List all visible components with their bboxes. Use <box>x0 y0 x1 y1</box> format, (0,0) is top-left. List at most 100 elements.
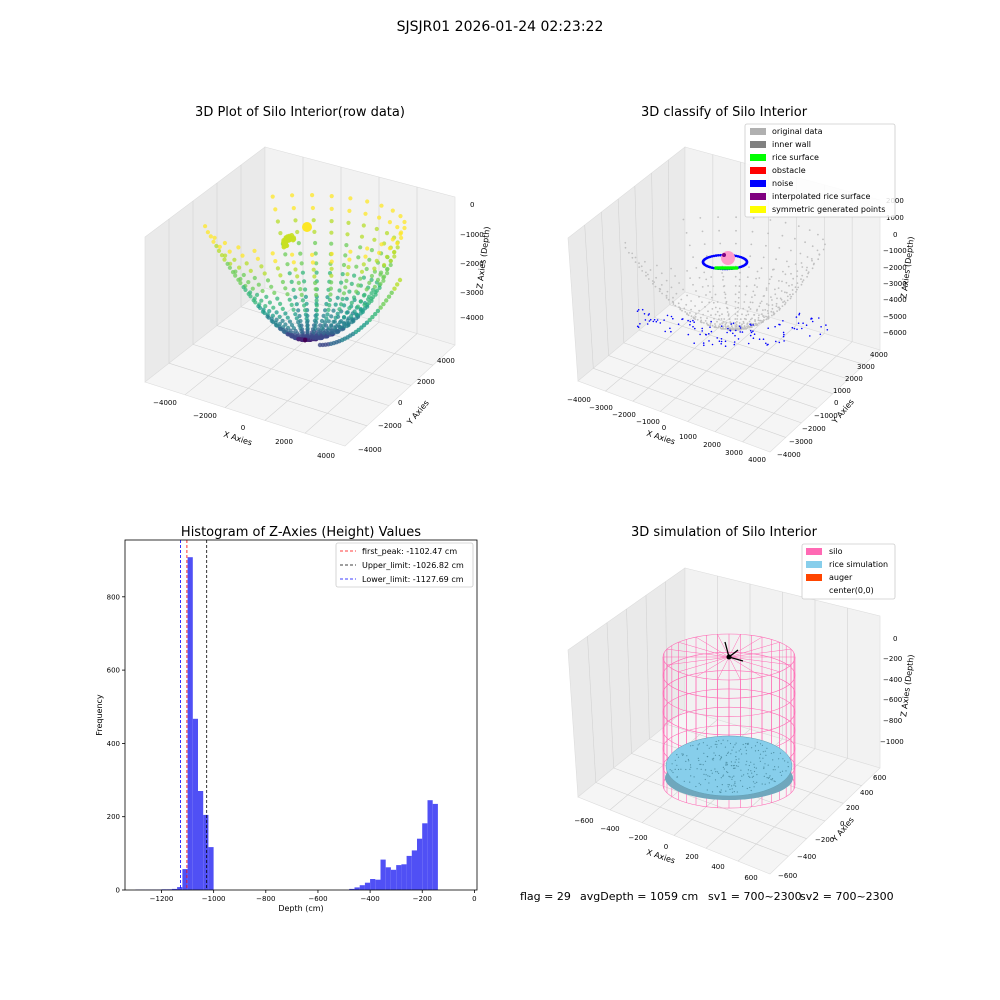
original-data-point <box>794 263 797 265</box>
original-data-point <box>791 289 794 291</box>
original-data-point <box>714 306 717 309</box>
noise-point <box>733 343 736 346</box>
raw-data-point <box>280 279 285 285</box>
raw-data-point <box>256 304 261 309</box>
raw-data-point <box>324 316 329 321</box>
panel-histogram: Histogram of Z-Axies (Height) Values −12… <box>95 525 478 913</box>
raw-data-point <box>356 255 361 260</box>
original-data-point <box>687 314 690 317</box>
raw-data-point <box>340 272 345 277</box>
raw-data-point <box>311 267 316 272</box>
noise-point <box>809 335 811 337</box>
raw-data-point <box>372 266 377 271</box>
original-data-point <box>771 299 773 301</box>
raw-data-point <box>344 310 349 315</box>
rice-simulation-point <box>718 754 720 757</box>
noise-point <box>766 344 768 346</box>
raw-data-point <box>299 261 304 266</box>
rice-simulation-point <box>685 768 687 771</box>
noise-point <box>826 329 829 331</box>
raw-data-point <box>377 250 382 255</box>
original-data-point <box>767 317 770 320</box>
original-data-point <box>721 313 723 316</box>
original-data-point <box>760 267 763 270</box>
noise-point <box>819 333 822 336</box>
rice-simulation-point <box>750 761 752 763</box>
rice-simulation-point <box>771 778 774 780</box>
gridline <box>667 159 671 305</box>
raw-data-point <box>395 225 400 230</box>
rice-simulation-point <box>740 769 742 771</box>
rice-simulation-point <box>682 754 684 756</box>
raw-data-point <box>378 305 383 310</box>
original-data-point <box>743 301 746 303</box>
original-data-point <box>712 301 715 304</box>
rice-simulation-point <box>734 782 736 785</box>
original-data-point <box>770 275 773 278</box>
rice-simulation-point <box>697 757 699 760</box>
noise-point <box>720 325 723 328</box>
original-data-point <box>737 302 740 304</box>
classify-x-label: X Axies <box>645 429 676 447</box>
raw-z-ticks: 0 −1000 −2000 −3000 −4000 <box>460 201 484 322</box>
raw-data-point <box>343 253 348 258</box>
histogram-bar <box>427 800 433 890</box>
original-data-point <box>817 233 819 236</box>
raw-data-point <box>361 323 367 328</box>
noise-point <box>801 327 803 330</box>
noise-point <box>753 333 756 336</box>
raw-data-point <box>359 269 365 274</box>
rice-surface-point <box>735 266 739 270</box>
raw-data-point <box>402 219 407 225</box>
raw-data-point <box>361 293 366 298</box>
noise-point <box>767 327 769 330</box>
rice-simulation-point <box>749 776 751 779</box>
raw-data-point <box>364 320 370 325</box>
raw-data-point <box>283 311 288 316</box>
rice-simulation-point <box>674 768 676 771</box>
original-data-point <box>634 261 637 263</box>
rice-simulation-point <box>748 775 750 778</box>
original-data-point <box>822 238 824 241</box>
noise-point <box>647 314 650 316</box>
raw-data-point <box>367 257 372 262</box>
raw-data-point <box>358 276 363 281</box>
original-data-point <box>759 302 762 305</box>
raw-data-point <box>291 307 296 312</box>
rice-simulation-point <box>741 753 743 755</box>
original-data-point <box>777 287 780 289</box>
original-data-point <box>771 304 774 306</box>
raw-data-point <box>216 248 222 253</box>
silo-roof-line <box>678 656 730 673</box>
legend-label-original: original data <box>772 127 823 136</box>
original-data-point <box>699 217 702 219</box>
rice-simulation-point <box>774 769 776 771</box>
raw-data-point <box>326 319 331 324</box>
rice-simulation-point <box>702 742 705 744</box>
original-data-point <box>797 286 800 289</box>
original-data-point <box>750 322 753 325</box>
rice-simulation-point <box>729 788 731 791</box>
raw-data-point <box>374 258 379 263</box>
raw-x-tick: 0 <box>241 424 245 432</box>
rice-simulation-point <box>756 781 758 784</box>
raw-data-point <box>345 272 350 277</box>
noise-point <box>798 312 801 315</box>
original-data-point <box>822 248 825 251</box>
silo-roof-line <box>695 656 730 678</box>
original-data-point <box>762 256 765 259</box>
rice-simulation-point <box>735 756 737 758</box>
original-data-point <box>722 321 725 323</box>
raw-data-point <box>227 265 232 270</box>
raw-data-point <box>345 232 350 237</box>
original-data-point <box>751 301 754 304</box>
original-data-point <box>768 282 770 285</box>
original-data-point <box>788 284 790 287</box>
raw-data-point <box>255 292 260 297</box>
original-data-point <box>738 278 741 281</box>
original-data-point <box>746 323 749 325</box>
simulation-y-ticks: −600 −400 −200 0 200 400 600 <box>778 774 886 880</box>
raw-data-point <box>344 278 349 283</box>
raw-data-point <box>278 231 283 236</box>
original-data-point <box>744 293 747 296</box>
